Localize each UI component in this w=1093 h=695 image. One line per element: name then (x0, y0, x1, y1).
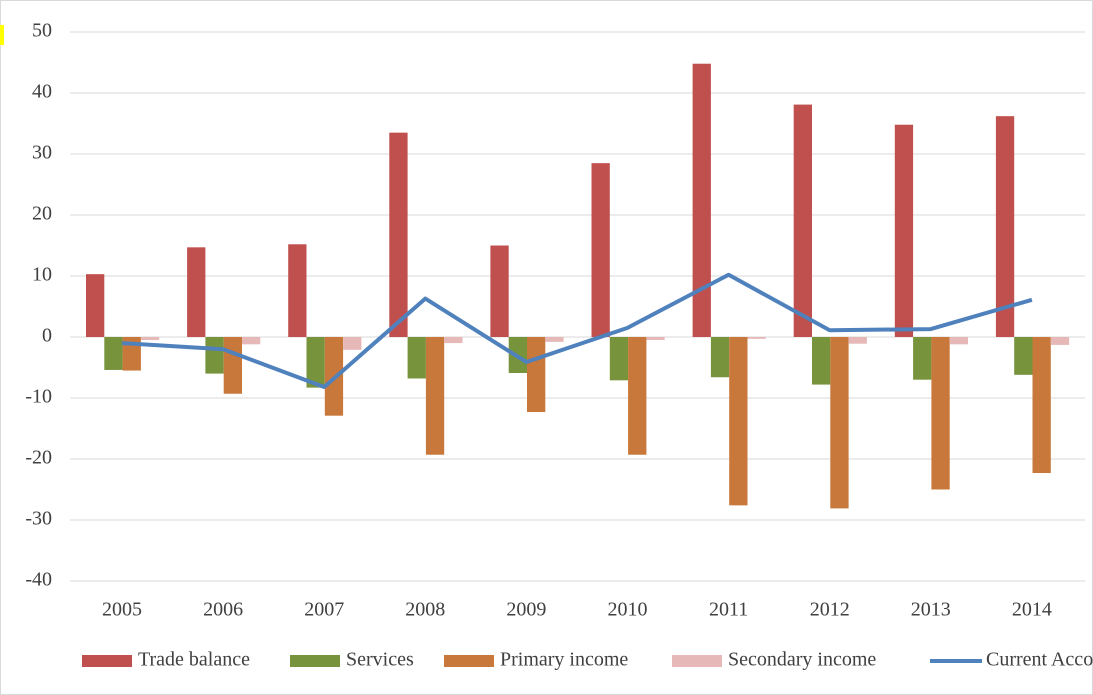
bar (692, 63, 711, 337)
bar (187, 247, 206, 337)
bar (646, 337, 665, 341)
bar (242, 337, 261, 345)
bar (343, 337, 362, 350)
y-tick-label: 20 (32, 203, 52, 225)
bar (793, 104, 812, 337)
x-tick-label: 2006 (203, 599, 243, 621)
x-tick-label: 2009 (506, 599, 546, 621)
bar (205, 337, 224, 374)
legend-swatch (290, 655, 340, 667)
y-tick-label: 50 (32, 20, 52, 42)
legend-label: Trade balance (138, 649, 250, 671)
bar (1050, 337, 1070, 345)
legend-label: Secondary income (728, 649, 876, 671)
legend-label: Services (346, 649, 414, 671)
y-tick-label: -30 (25, 508, 52, 530)
bar (729, 337, 748, 506)
bar (710, 337, 730, 378)
x-tick-label: 2005 (102, 599, 142, 621)
line (121, 272, 1033, 390)
bar (1014, 337, 1033, 375)
legend-swatch (444, 655, 494, 667)
bar (490, 245, 509, 337)
bar (140, 337, 160, 341)
bar (104, 337, 123, 370)
bar (389, 132, 408, 337)
x-tick-label: 2013 (911, 599, 951, 621)
bar (609, 337, 629, 381)
bar (913, 337, 932, 380)
bar (812, 337, 831, 385)
bar (223, 337, 242, 394)
bar (591, 163, 610, 337)
bar (86, 274, 105, 337)
y-tick-label: -20 (25, 447, 52, 469)
bar (995, 116, 1015, 338)
legend-label: Primary income (500, 649, 628, 671)
y-tick-label: -10 (25, 386, 52, 408)
bar (1032, 337, 1051, 474)
legend-label: Current Account (986, 649, 1093, 671)
bar (444, 337, 463, 344)
legend-swatch (82, 655, 132, 667)
bar (407, 337, 426, 379)
bar (527, 337, 546, 413)
bar (425, 337, 445, 455)
bar (545, 337, 564, 342)
x-tick-label: 2014 (1012, 599, 1052, 621)
y-tick-label: 30 (32, 142, 52, 164)
bar (894, 124, 914, 337)
bar (747, 337, 766, 339)
y-tick-label: 10 (32, 264, 52, 286)
bar (628, 337, 647, 455)
bar (288, 244, 307, 337)
y-tick-label: 0 (42, 325, 52, 347)
x-tick-label: 2010 (608, 599, 648, 621)
bar (949, 337, 968, 345)
x-tick-label: 2011 (709, 599, 748, 621)
marker (0, 25, 4, 45)
x-tick-label: 2008 (405, 599, 445, 621)
legend-swatch (672, 655, 722, 667)
x-tick-label: 2007 (304, 599, 344, 621)
y-tick-label: -40 (25, 569, 52, 591)
bar (830, 337, 849, 509)
bar (306, 337, 325, 388)
x-tick-label: 2012 (810, 599, 850, 621)
bar (931, 337, 950, 490)
bar (848, 337, 867, 344)
y-tick-label: 40 (32, 81, 52, 103)
